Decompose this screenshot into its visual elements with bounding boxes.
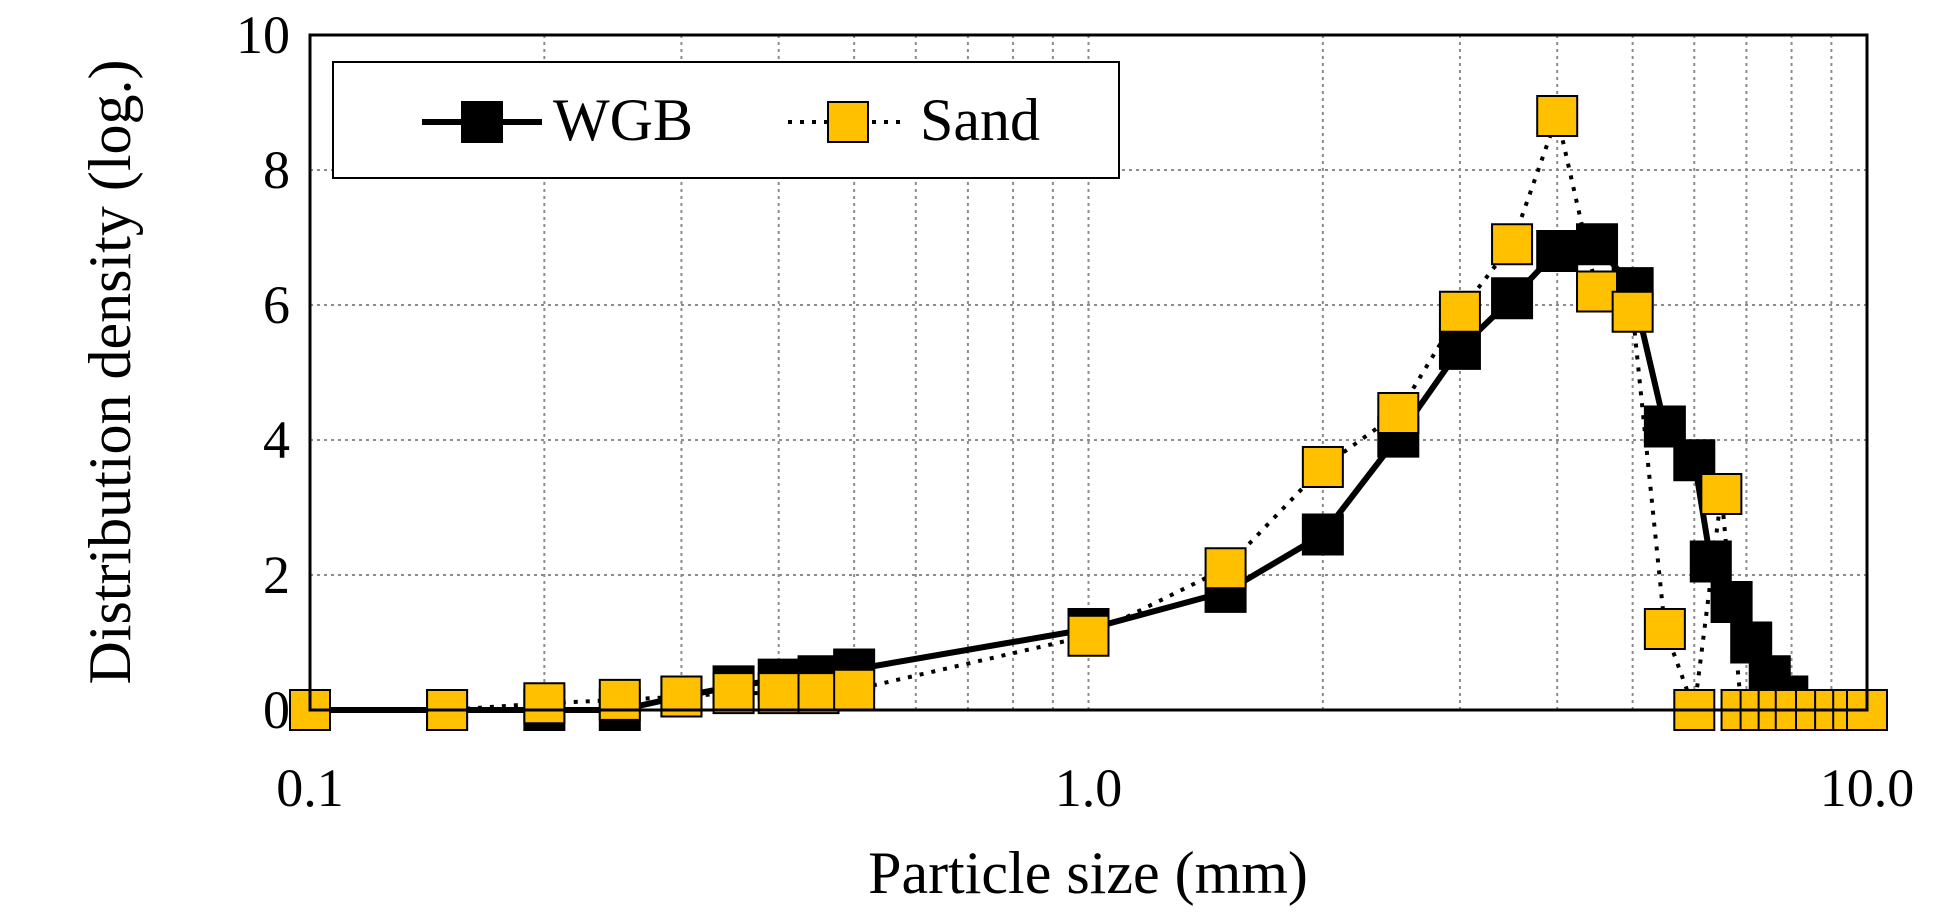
data-point-sand bbox=[1491, 223, 1534, 266]
x-tick-label: 1.0 bbox=[1055, 758, 1123, 818]
legend-wgb-label: WGB bbox=[553, 87, 693, 153]
data-point-sand bbox=[797, 672, 840, 715]
data-point-sand bbox=[598, 678, 641, 721]
data-point-sand bbox=[1643, 608, 1686, 650]
data-point-wgb bbox=[1689, 540, 1732, 583]
data-point-sand bbox=[757, 672, 800, 715]
data-point-wgb bbox=[1576, 223, 1619, 266]
y-tick-label: 8 bbox=[263, 140, 290, 200]
y-axis-label: Distribution density (log.) bbox=[77, 60, 143, 685]
data-point-sand bbox=[1377, 392, 1420, 434]
data-point-wgb bbox=[1536, 230, 1579, 272]
y-tick-label: 0 bbox=[263, 680, 290, 740]
y-tick-label: 6 bbox=[263, 275, 290, 335]
data-point-sand bbox=[1611, 290, 1654, 333]
x-axis-label: Particle size (mm) bbox=[868, 840, 1308, 906]
x-tick-label: 10.0 bbox=[1820, 758, 1915, 818]
legend-sand-label: Sand bbox=[920, 87, 1040, 153]
data-point-sand bbox=[1204, 547, 1247, 590]
legend-wgb-marker bbox=[461, 101, 503, 143]
data-point-sand bbox=[1576, 270, 1619, 313]
data-point-sand bbox=[1700, 473, 1743, 515]
data-point-sand bbox=[833, 668, 876, 711]
data-point-wgb bbox=[1301, 513, 1344, 556]
y-tick-label: 4 bbox=[263, 410, 290, 470]
y-tick-label: 10 bbox=[236, 5, 290, 65]
legend-entry-wgb: WGB bbox=[422, 87, 693, 153]
tick-labels: 0.1 1.0 10.0 0 2 4 6 8 10 bbox=[236, 5, 1914, 818]
y-tick-label: 2 bbox=[263, 545, 290, 605]
data-point-sand bbox=[1536, 95, 1579, 137]
data-point-sand bbox=[1067, 614, 1110, 657]
legend: WGB Sand bbox=[332, 61, 1120, 179]
x-tick-label: 0.1 bbox=[276, 758, 344, 818]
plot-area-frame bbox=[308, 33, 1869, 712]
data-point-wgb bbox=[1491, 277, 1534, 320]
data-point-sand bbox=[523, 682, 566, 725]
data-point-sand bbox=[1301, 446, 1344, 488]
data-point-sand bbox=[712, 672, 755, 715]
legend-entry-sand: Sand bbox=[788, 87, 1040, 153]
legend-sand-marker bbox=[827, 101, 869, 143]
data-point-sand bbox=[1438, 290, 1481, 333]
